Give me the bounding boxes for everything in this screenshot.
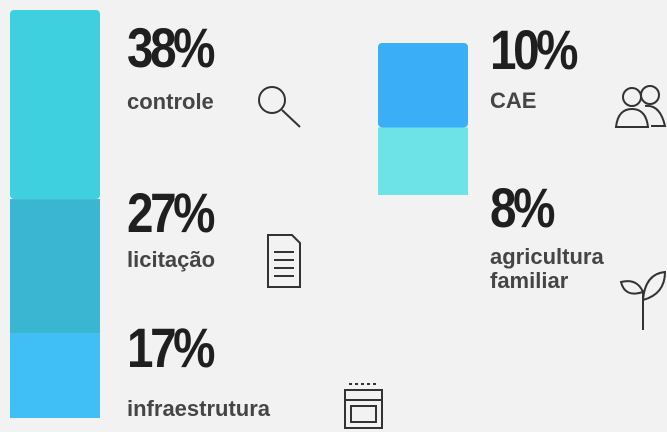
bar-segment bbox=[378, 43, 468, 128]
oven-icon bbox=[344, 383, 383, 429]
category-label: agricultura familiar bbox=[490, 244, 604, 293]
search-icon bbox=[258, 86, 301, 128]
category-label: CAE bbox=[490, 88, 537, 113]
bar-segment bbox=[10, 199, 100, 334]
bar-segment bbox=[378, 127, 468, 195]
bar-segment bbox=[10, 10, 100, 200]
value-label: 8% bbox=[490, 176, 555, 239]
category-label: licitação bbox=[127, 247, 216, 272]
value-label: 38% bbox=[127, 16, 215, 79]
value-label: 27% bbox=[127, 181, 215, 244]
people-icon bbox=[614, 85, 667, 128]
document-icon bbox=[267, 234, 301, 288]
bar-segment bbox=[10, 333, 100, 418]
value-label: 10% bbox=[490, 18, 578, 81]
plant-icon bbox=[619, 270, 667, 330]
value-label: 17% bbox=[127, 316, 215, 379]
category-label: infraestrutura bbox=[127, 396, 271, 421]
category-label: controle bbox=[127, 89, 214, 114]
